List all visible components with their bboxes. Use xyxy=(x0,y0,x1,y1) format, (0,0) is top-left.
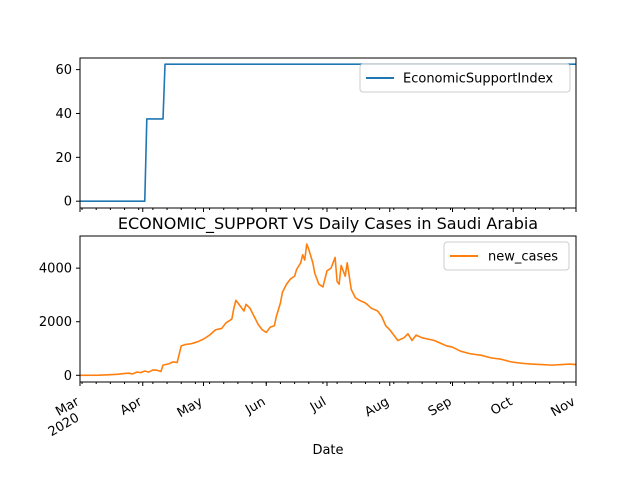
y-tick-label: 0 xyxy=(64,369,72,384)
top-plot-lines xyxy=(80,63,576,202)
top-subplot: 0 20 40 60 EconomicSupportIndex xyxy=(55,57,577,212)
y-tick-label: 2000 xyxy=(39,315,72,330)
y-tick-label: 0 xyxy=(64,195,72,210)
top-legend-label: EconomicSupportIndex xyxy=(403,72,553,87)
x-tick-label: Jul xyxy=(307,394,329,415)
y-tick-label: 60 xyxy=(55,63,72,78)
bottom-plot-lines xyxy=(79,243,577,377)
top-x-axis xyxy=(79,208,577,212)
bottom-legend-box xyxy=(443,241,570,271)
y-tick-label: 4000 xyxy=(39,262,72,277)
top-legend: EconomicSupportIndex xyxy=(359,63,571,93)
bottom-subplot: ECONOMIC_SUPPORT VS Daily Cases in Saudi… xyxy=(39,214,578,458)
series-line-new_cases xyxy=(79,243,577,377)
y-tick-label: 40 xyxy=(55,107,72,122)
top-y-axis: 0 20 40 60 xyxy=(55,63,80,210)
bottom-legend: new_cases xyxy=(443,241,570,271)
bottom-chart-title: ECONOMIC_SUPPORT VS Daily Cases in Saudi… xyxy=(118,214,538,234)
y-tick-label: 20 xyxy=(55,151,72,166)
x-axis-label: Date xyxy=(312,443,343,458)
top-axes-frame xyxy=(79,57,577,209)
bottom-axes-frame xyxy=(79,235,577,383)
bottom-y-axis: 0 2000 4000 xyxy=(39,262,80,384)
bottom-legend-label: new_cases xyxy=(488,250,558,265)
top-legend-box xyxy=(359,63,571,93)
series-line-EconomicSupportIndex xyxy=(80,63,576,202)
